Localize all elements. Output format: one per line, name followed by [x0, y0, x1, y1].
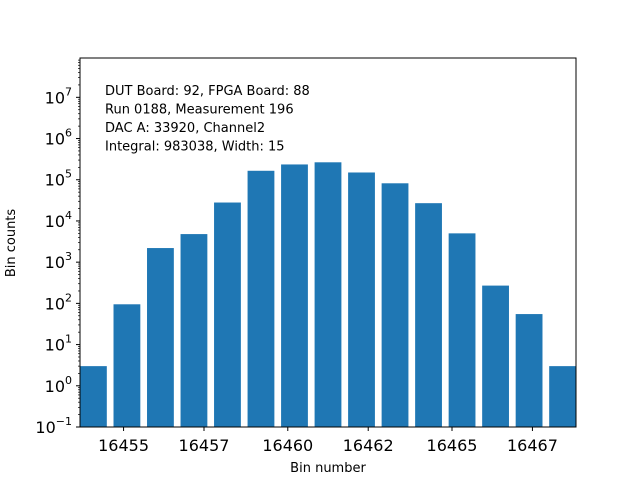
y-tick-exponent: 6	[65, 127, 72, 140]
bar-16455	[113, 304, 141, 427]
bar-16461	[314, 162, 342, 427]
y-tick-base: 10	[45, 377, 65, 396]
y-tick-exponent: 7	[65, 85, 72, 98]
bar-16459	[247, 170, 275, 427]
x-tick-label: 16457	[179, 436, 230, 455]
x-tick-label: 16460	[262, 436, 313, 455]
y-tick-base: 10	[45, 253, 65, 272]
x-tick-label: 16455	[98, 436, 149, 455]
y-tick-label: 102	[45, 291, 72, 313]
y-tick-label: 100	[45, 374, 72, 396]
x-tick-label: 16467	[507, 436, 558, 455]
y-tick-label: 106	[45, 127, 72, 149]
y-tick-exponent: 1	[65, 333, 72, 346]
bar-16468	[549, 366, 576, 427]
y-tick-label: 104	[45, 209, 72, 231]
y-tick-exponent: 5	[65, 168, 72, 181]
plot-frame	[79, 57, 577, 428]
y-tick-label: 103	[45, 250, 72, 272]
bar-16463	[381, 183, 409, 427]
y-tick-exponent: −1	[56, 415, 72, 428]
bar-16467	[515, 314, 543, 427]
x-tick-label: 16465	[427, 436, 478, 455]
y-tick-label: 107	[45, 85, 72, 107]
annotations-group: DUT Board: 92, FPGA Board: 88 Run 0188, M…	[105, 84, 310, 155]
y-axis-label: Bin counts	[4, 209, 19, 278]
bar-16456	[147, 248, 174, 427]
y-tick-base: 10	[45, 212, 65, 231]
annotation-line: Run 0188, Measurement 196	[105, 103, 294, 118]
y-tick-exponent: 3	[65, 250, 72, 263]
y-tick-base: 10	[45, 88, 65, 107]
bar-16466	[482, 285, 509, 427]
bar-16464	[415, 203, 442, 427]
bar-16465	[448, 233, 476, 427]
y-tick-label: 10−1	[35, 415, 72, 437]
bar-16458	[214, 202, 241, 427]
y-tick-exponent: 0	[65, 374, 72, 387]
y-tick-base: 10	[35, 418, 55, 437]
bar-16460	[281, 164, 308, 428]
y-tick-label: 101	[45, 333, 72, 355]
x-ticks: 16455 16457 16460 16462 16465 16467	[98, 427, 558, 455]
x-axis-label: Bin number	[290, 461, 366, 476]
bar-16462	[348, 172, 375, 427]
y-tick-exponent: 2	[65, 291, 72, 304]
bar-16457	[180, 234, 208, 427]
annotation-line: Integral: 983038, Width: 15	[105, 140, 285, 155]
y-tick-base: 10	[45, 336, 65, 355]
y-tick-base: 10	[45, 294, 65, 313]
y-tick-base: 10	[45, 130, 65, 149]
y-tick-label: 105	[45, 168, 72, 190]
bar-16454	[80, 366, 107, 427]
y-tick-exponent: 4	[65, 209, 72, 222]
x-tick-label: 16462	[343, 436, 394, 455]
y-tick-base: 10	[45, 171, 65, 190]
annotation-line: DUT Board: 92, FPGA Board: 88	[105, 84, 310, 99]
annotation-line: DAC A: 33920, Channel2	[105, 121, 265, 136]
bars-group	[80, 162, 576, 428]
